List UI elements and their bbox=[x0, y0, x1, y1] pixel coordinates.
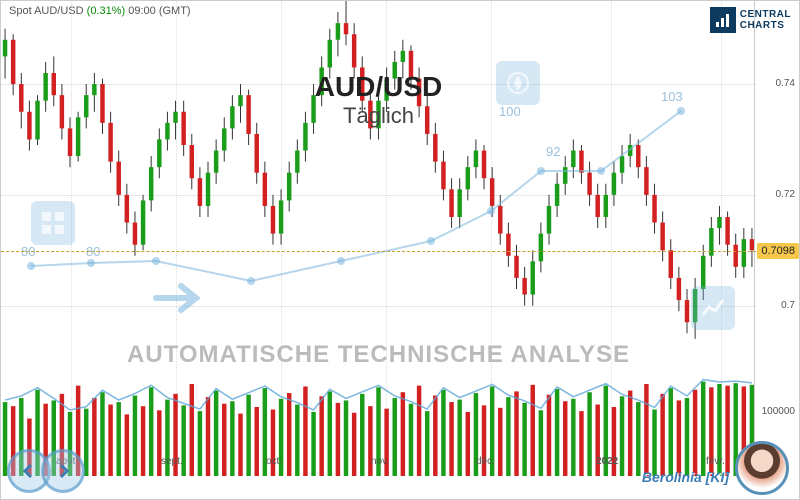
logo-text: CENTRALCHARTS bbox=[740, 9, 791, 31]
nav-next-button[interactable] bbox=[41, 449, 85, 493]
nav-controls bbox=[7, 449, 75, 493]
svg-text:103: 103 bbox=[661, 89, 683, 104]
time-label: 09:00 (GMT) bbox=[128, 5, 190, 17]
x-tick-label: oct. bbox=[266, 456, 282, 467]
vol-y-label: 100000 bbox=[762, 406, 795, 417]
price-y-axis: 0.7 0.72 0.74 0.7098 bbox=[754, 1, 799, 361]
logo-icon bbox=[710, 7, 736, 33]
y-tick-label: 0.72 bbox=[776, 189, 795, 200]
x-tick-label: 2022 bbox=[596, 456, 618, 467]
pct-change: (0.31%) bbox=[87, 5, 126, 17]
svg-text:100: 100 bbox=[499, 104, 521, 119]
current-price-tag: 0.7098 bbox=[757, 243, 799, 259]
chart-container: Spot AUD/USD (0.31%) 09:00 (GMT) CENTRAL… bbox=[0, 0, 800, 500]
symbol-label: Spot AUD/USD bbox=[9, 5, 84, 17]
avatar-icon[interactable] bbox=[735, 441, 789, 495]
svg-text:92: 92 bbox=[546, 144, 560, 159]
avatar-label: Berolinia [KI] bbox=[642, 469, 729, 485]
y-tick-label: 0.74 bbox=[776, 78, 795, 89]
x-tick-label: déc. bbox=[476, 456, 495, 467]
y-tick-label: 0.7 bbox=[781, 300, 795, 311]
x-tick-label: févr. bbox=[706, 456, 725, 467]
price-chart-area[interactable]: 808010092103 bbox=[1, 1, 756, 361]
x-tick-label: sept. bbox=[161, 456, 183, 467]
chart-header: Spot AUD/USD (0.31%) 09:00 (GMT) bbox=[9, 5, 191, 17]
brand-logo[interactable]: CENTRALCHARTS bbox=[710, 7, 791, 33]
x-tick-label: nov. bbox=[371, 456, 389, 467]
